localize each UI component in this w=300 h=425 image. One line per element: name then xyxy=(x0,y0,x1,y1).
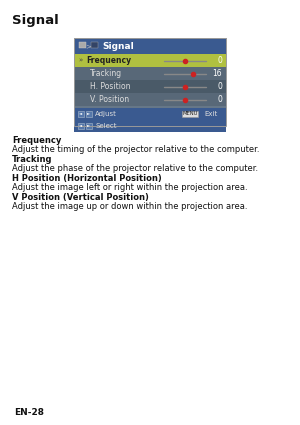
Text: Signal: Signal xyxy=(102,42,134,51)
Text: V. Position: V. Position xyxy=(90,95,129,104)
Text: 0: 0 xyxy=(217,82,222,91)
Text: Frequency: Frequency xyxy=(86,56,131,65)
Text: Adjust the image up or down within the projection area.: Adjust the image up or down within the p… xyxy=(12,202,247,211)
Bar xyxy=(86,122,92,128)
Bar xyxy=(74,106,226,108)
Text: ◄: ◄ xyxy=(80,111,82,116)
Bar xyxy=(74,80,226,93)
Bar xyxy=(78,122,84,128)
Text: H. Position: H. Position xyxy=(90,82,130,91)
Bar xyxy=(74,67,226,80)
Text: MENU: MENU xyxy=(182,111,198,116)
Bar xyxy=(182,110,198,116)
Text: Select: Select xyxy=(95,122,116,128)
Bar xyxy=(74,38,226,54)
Text: 0: 0 xyxy=(217,56,222,65)
Text: >: > xyxy=(85,43,91,49)
Text: 0: 0 xyxy=(217,95,222,104)
Text: EN-28: EN-28 xyxy=(14,408,44,417)
Text: ►: ► xyxy=(87,111,91,116)
Bar xyxy=(74,119,226,131)
Text: Frequency: Frequency xyxy=(12,136,61,145)
Text: ►: ► xyxy=(87,124,91,128)
Text: Tracking: Tracking xyxy=(90,69,122,78)
Text: 16: 16 xyxy=(212,69,222,78)
Text: Tracking: Tracking xyxy=(12,155,52,164)
Text: Adjust the image left or right within the projection area.: Adjust the image left or right within th… xyxy=(12,183,247,192)
Text: Adjust: Adjust xyxy=(95,110,117,116)
Text: Adjust the phase of the projector relative to the computer.: Adjust the phase of the projector relati… xyxy=(12,164,258,173)
Text: H Position (Horizontal Position): H Position (Horizontal Position) xyxy=(12,174,162,183)
Text: Signal: Signal xyxy=(12,14,59,27)
Bar xyxy=(86,110,92,116)
Bar xyxy=(74,54,226,67)
Text: Adjust the timing of the projector relative to the computer.: Adjust the timing of the projector relat… xyxy=(12,145,260,154)
Text: ◄: ◄ xyxy=(80,124,82,128)
Bar xyxy=(74,93,226,106)
Bar xyxy=(74,108,226,119)
Text: »: » xyxy=(78,57,82,63)
Bar xyxy=(79,42,86,48)
Bar xyxy=(91,42,98,48)
Text: V Position (Vertical Position): V Position (Vertical Position) xyxy=(12,193,149,202)
Bar xyxy=(74,38,226,126)
Text: Exit: Exit xyxy=(204,110,217,116)
Bar xyxy=(78,110,84,116)
